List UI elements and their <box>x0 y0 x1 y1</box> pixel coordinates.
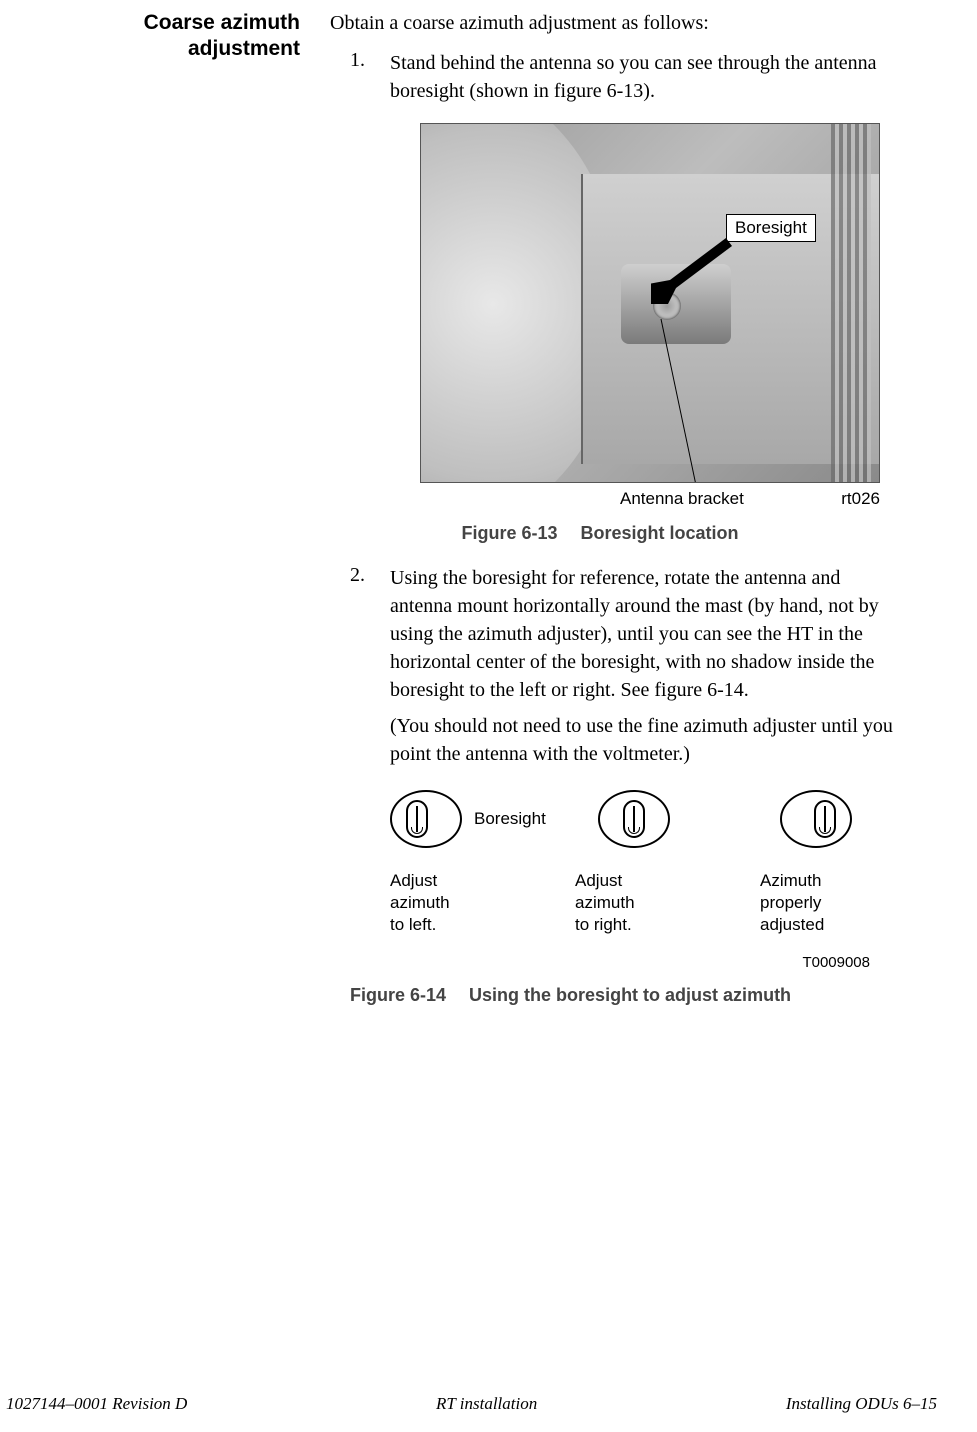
figure-6-14-caption: Figure 6-14 Using the boresight to adjus… <box>350 985 900 1006</box>
sc2-l3: to right. <box>575 915 632 934</box>
page-footer: 1027144–0001 Revision D RT installation … <box>0 1394 977 1414</box>
side-heading-line2: adjustment <box>188 37 300 60</box>
sc1-l2: azimuth <box>390 893 450 912</box>
side-heading-line1: Coarse azimuth <box>144 11 300 34</box>
sc1-l1: Adjust <box>390 871 437 890</box>
intro-text: Obtain a coarse azimuth adjustment as fo… <box>330 10 900 37</box>
figure-6-13-code: rt026 <box>841 489 880 509</box>
figure-6-13-caption: Figure 6-13 Boresight location <box>300 523 900 544</box>
boresight-arrow-icon <box>651 234 741 304</box>
sc3-l3: adjusted <box>760 915 824 934</box>
subcaption-1: Adjust azimuth to left. <box>390 870 540 936</box>
step-2-text: Using the boresight for reference, rotat… <box>390 564 900 776</box>
figure-6-13-underline: Antenna bracket rt026 <box>420 489 880 509</box>
boresight-diagram-2 <box>578 790 728 848</box>
sc2-l2: azimuth <box>575 893 635 912</box>
steps-list-cont: 2. Using the boresight for reference, ro… <box>350 564 900 776</box>
sc3-l1: Azimuth <box>760 871 821 890</box>
footer-right: Installing ODUs 6–15 <box>786 1394 937 1414</box>
subcaption-3: Azimuth properly adjusted <box>760 870 910 936</box>
antenna-bracket-label: Antenna bracket <box>620 489 744 509</box>
footer-center: RT installation <box>436 1394 537 1414</box>
target-right-icon <box>814 800 836 838</box>
antenna-bracket-leader-line <box>643 319 803 483</box>
figure-6-14-caption-no: Figure 6-14 <box>350 985 446 1005</box>
boresight-diagram-3 <box>760 790 910 848</box>
boresight-inline-label: Boresight <box>474 809 546 829</box>
footer-left: 1027144–0001 Revision D <box>6 1394 187 1414</box>
body-column: Obtain a coarse azimuth adjustment as fo… <box>330 10 900 1026</box>
boresight-circle-left <box>390 790 462 848</box>
figure-6-14-row: Boresight <box>390 790 910 848</box>
figure-6-13: Boresight Antenna bracket rt026 <box>400 123 900 509</box>
figure-6-14-subcaptions: Adjust azimuth to left. Adjust azimuth t… <box>390 870 910 936</box>
boresight-diagram-1: Boresight <box>390 790 546 848</box>
sc3-l2: properly <box>760 893 821 912</box>
figure-6-14-caption-title: Using the boresight to adjust azimuth <box>469 985 791 1005</box>
side-heading: Coarse azimuth adjustment <box>0 10 300 63</box>
sc2-l1: Adjust <box>575 871 622 890</box>
figure-6-14-code: T0009008 <box>390 954 870 971</box>
target-left-icon <box>406 800 428 838</box>
target-center-icon <box>623 800 645 838</box>
step-1-text: Stand behind the antenna so you can see … <box>390 49 900 105</box>
sc1-l3: to left. <box>390 915 436 934</box>
steps-list: 1. Stand behind the antenna so you can s… <box>350 49 900 105</box>
step-2-number: 2. <box>350 564 390 776</box>
figure-6-13-image: Boresight <box>420 123 880 483</box>
step-2-p1: Using the boresight for reference, rotat… <box>390 564 900 704</box>
page: Coarse azimuth adjustment Obtain a coars… <box>0 0 977 1432</box>
step-2: 2. Using the boresight for reference, ro… <box>350 564 900 776</box>
boresight-circle-center <box>598 790 670 848</box>
subcaption-2: Adjust azimuth to right. <box>575 870 725 936</box>
step-1-number: 1. <box>350 49 390 105</box>
figure-6-13-caption-no: Figure 6-13 <box>461 523 557 543</box>
figure-6-13-caption-title: Boresight location <box>581 523 739 543</box>
boresight-circle-right <box>780 790 852 848</box>
step-1: 1. Stand behind the antenna so you can s… <box>350 49 900 105</box>
threaded-rods-shape <box>831 124 871 483</box>
step-2-p2: (You should not need to use the fine azi… <box>390 712 900 768</box>
figure-6-14: Boresight Adjust azimuth to lef <box>390 790 910 971</box>
